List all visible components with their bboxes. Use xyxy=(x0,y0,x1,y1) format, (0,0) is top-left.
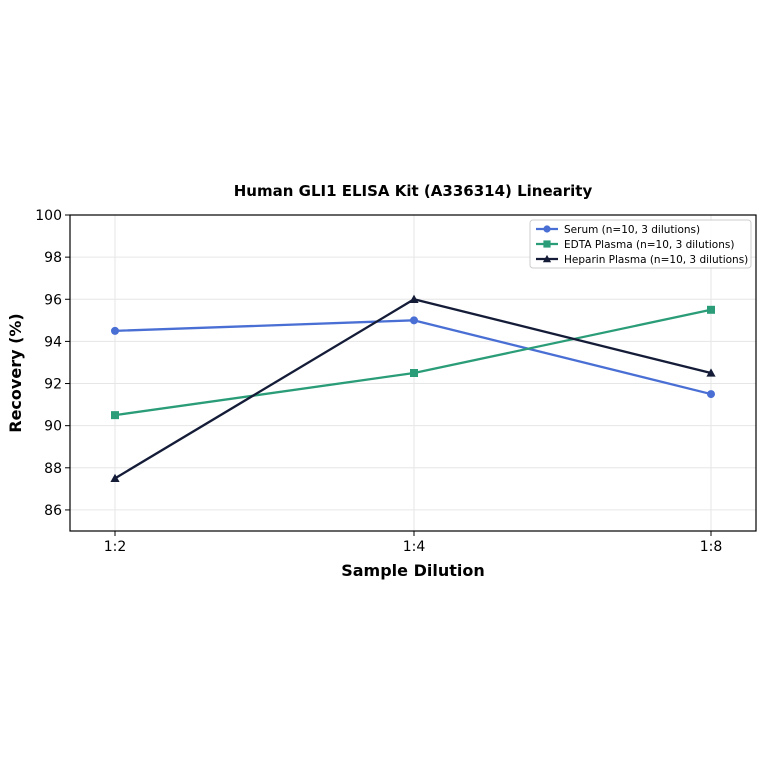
y-tick-label: 96 xyxy=(44,292,62,308)
chart-title: Human GLI1 ELISA Kit (A336314) Linearity xyxy=(234,182,593,200)
data-point-square xyxy=(111,411,119,420)
x-tick-label: 1:2 xyxy=(104,539,127,555)
data-point-triangle xyxy=(409,294,419,303)
data-point-circle xyxy=(410,316,418,325)
y-tick-label: 88 xyxy=(44,461,62,477)
series-line xyxy=(114,308,712,417)
data-point-circle xyxy=(111,326,119,335)
y-tick-label: 100 xyxy=(35,208,62,224)
data-point-circle xyxy=(707,390,715,399)
data-point-square xyxy=(410,369,418,377)
data-point-triangle xyxy=(110,473,120,483)
series-group xyxy=(110,294,716,483)
series-line xyxy=(114,319,712,396)
legend: Serum (n=10, 3 dilutions) EDTA Plasma (n=… xyxy=(529,219,752,269)
plot-frame xyxy=(69,214,757,532)
legend-label: Serum (n=10, 3 dilutions) xyxy=(564,224,700,236)
legend-item: EDTA Plasma (n=10, 3 dilutions) xyxy=(536,239,734,251)
legend-item: Serum (n=10, 3 dilutions) xyxy=(536,224,700,236)
y-axis-ticks: 86 88 90 92 94 96 98 100 xyxy=(35,208,70,519)
y-tick-label: 92 xyxy=(44,377,62,393)
data-point-square xyxy=(707,305,715,314)
legend-box xyxy=(529,219,752,269)
x-axis-ticks: 1:2 1:4 1:8 xyxy=(104,531,723,555)
x-tick-label: 1:8 xyxy=(700,539,723,555)
series-3 xyxy=(110,294,716,483)
series-2 xyxy=(111,305,715,420)
legend-marker xyxy=(543,240,551,248)
legend-label: Heparin Plasma (n=10, 3 dilutions) xyxy=(564,254,748,266)
y-tick-label: 94 xyxy=(44,334,62,350)
data-point-triangle xyxy=(706,368,716,377)
legend-label: EDTA Plasma (n=10, 3 dilutions) xyxy=(564,239,734,251)
legend-marker xyxy=(543,225,551,233)
x-axis-label: Sample Dilution xyxy=(341,561,485,580)
series-line xyxy=(114,298,712,480)
legend-item: Heparin Plasma (n=10, 3 dilutions) xyxy=(536,254,748,266)
x-tick-label: 1:4 xyxy=(403,539,426,555)
series-1 xyxy=(111,316,715,399)
y-tick-label: 98 xyxy=(44,250,62,266)
y-tick-label: 86 xyxy=(44,503,62,519)
y-axis-label: Recovery (%) xyxy=(6,313,25,432)
y-tick-label: 90 xyxy=(44,419,62,435)
legend-marker xyxy=(542,254,552,263)
